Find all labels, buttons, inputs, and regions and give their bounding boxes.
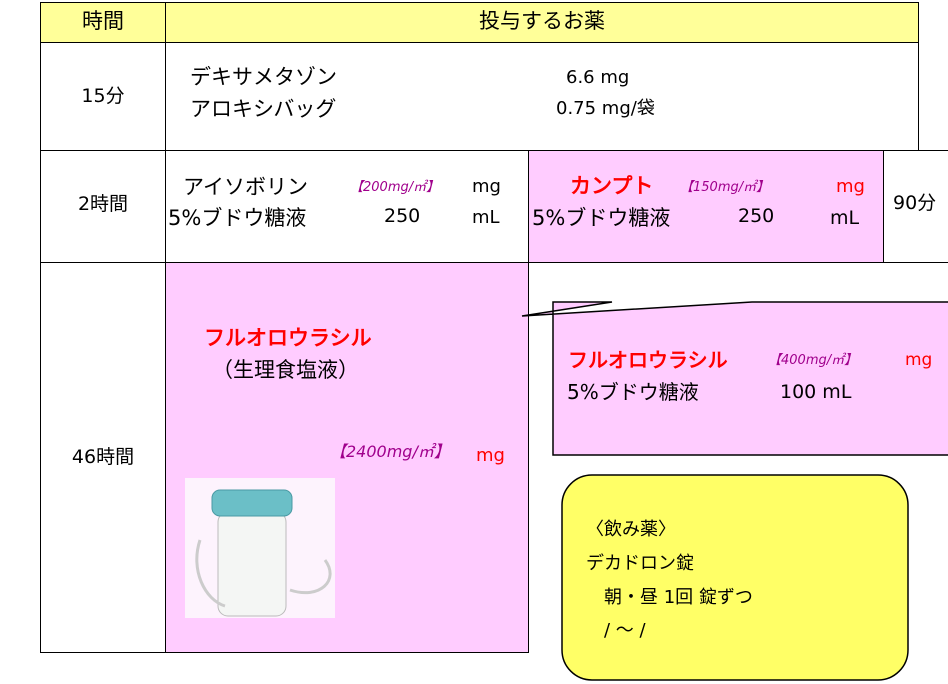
time-label: 2時間 [77,193,129,215]
note-line: デカドロン錠 [586,553,694,574]
medicine-cell [528,150,884,263]
solution-name: （生理食塩液） [212,358,359,382]
header-cell [40,2,166,43]
pump-image [185,478,335,618]
drug-rate: 【200mg/㎡】 [350,180,440,195]
callout-unit: mg [905,350,933,370]
solution-volume: 250 [384,205,421,227]
solution-name: 5%ブドウ糖液 [168,206,307,230]
solution-volume: 250 [738,205,775,227]
drug-name: アロキシバッグ [190,97,337,121]
note-box [561,474,909,681]
header-medicine: 投与するお薬 [479,9,605,33]
callout-drug: フルオロウラシル [568,348,728,372]
header-cell [165,2,919,43]
callout-solution: 5%ブドウ糖液 [567,380,699,404]
pump-cap [211,489,293,517]
drug-unit: mg [476,445,505,466]
solution-unit: mL [830,207,860,229]
note-line: 朝・昼 1回 錠ずつ [604,587,753,608]
header-time: 時間 [82,9,124,33]
note-line: 〈飲み薬〉 [586,519,676,540]
drug-rate: 【2400mg/㎡】 [330,442,450,461]
drug-name: デキサメタゾン [190,65,337,89]
pump-body [217,511,287,617]
note-line: / ～ / [604,620,646,641]
drug-dose: 0.75 mg/袋 [556,98,655,119]
drug-unit: mg [836,176,865,197]
solution-unit: mL [472,207,500,228]
duration-cell [883,150,948,263]
duration: 90分 [893,192,937,214]
time-label: 46時間 [71,446,135,468]
solution-name: 5%ブドウ糖液 [532,206,671,230]
callout-volume: 100 mL [780,381,852,403]
drug-dose: 6.6 mg [566,67,630,88]
drug-name: フルオロウラシル [204,326,372,350]
drug-name: アイソボリン [183,175,308,199]
pump-tube [195,539,332,608]
drug-unit: mg [472,176,501,197]
callout-rate: 【400mg/㎡】 [768,353,858,368]
time-label: 15分 [81,85,125,107]
drug-rate: 【150mg/㎡】 [680,180,770,195]
callout [521,301,948,456]
drug-name: カンプト [570,174,654,198]
